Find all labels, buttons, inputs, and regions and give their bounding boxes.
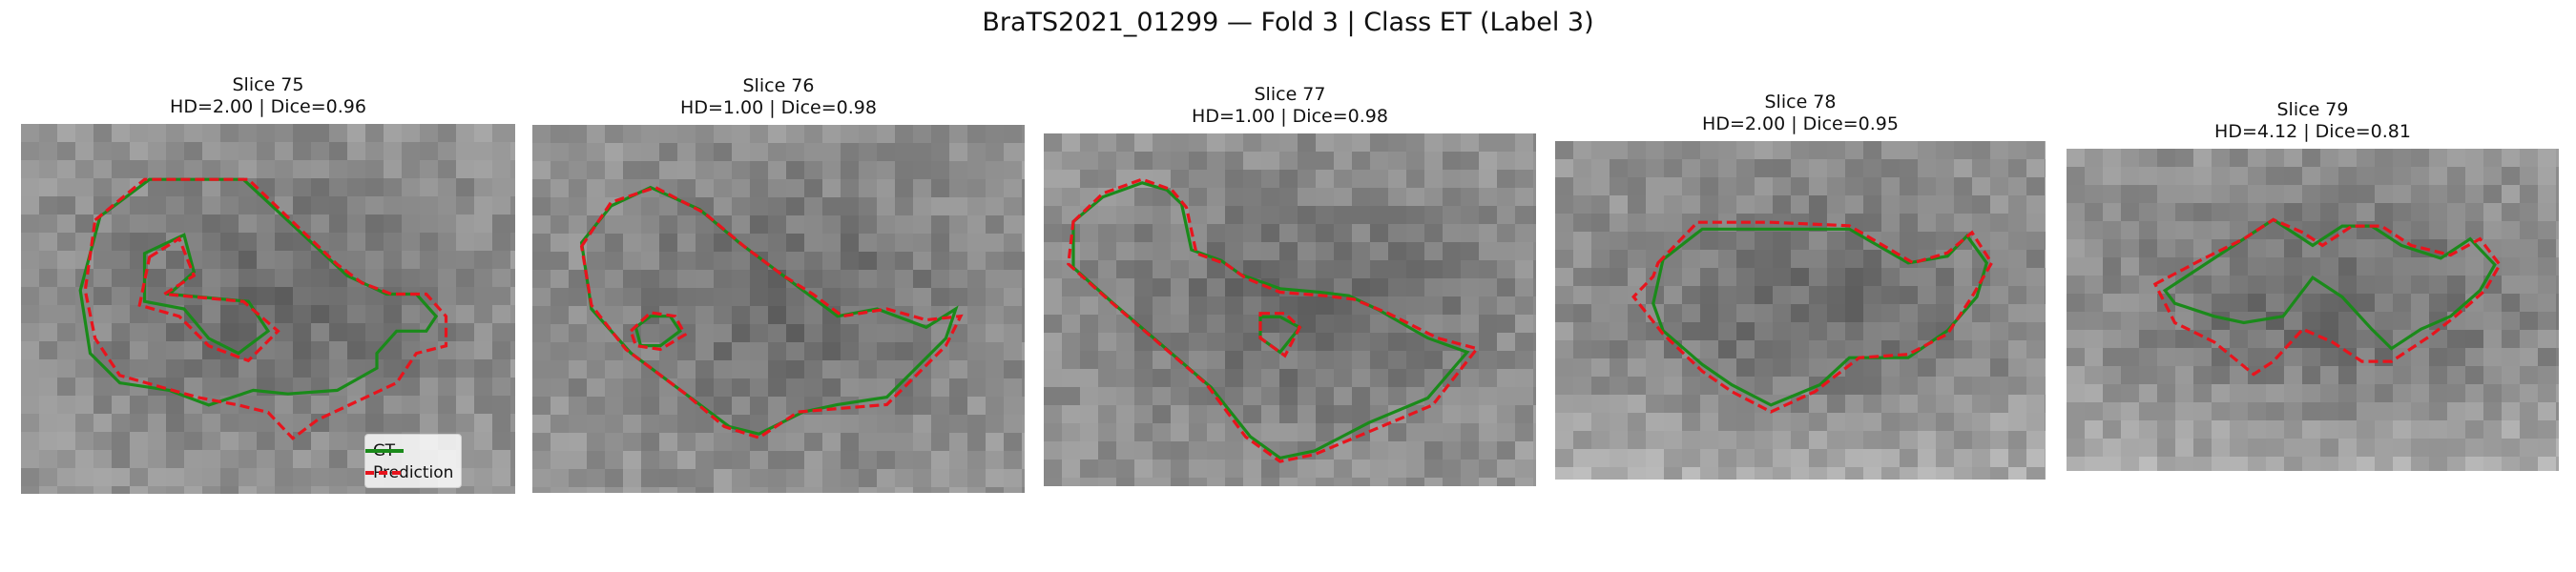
legend-item-prediction: Prediction <box>365 461 454 483</box>
mri-slice-image <box>21 124 515 494</box>
mri-slice-image <box>2067 149 2559 471</box>
panel-metrics: HD=4.12 | Dice=0.81 <box>2214 121 2411 142</box>
legend-label-prediction: Prediction <box>373 462 454 482</box>
prediction-contour <box>579 185 964 439</box>
gt-contour <box>2162 217 2497 351</box>
panel-title: Slice 79 <box>2276 99 2349 120</box>
panel-metrics: HD=2.00 | Dice=0.96 <box>170 96 366 117</box>
figure-title: BraTS2021_01299 — Fold 3 | Class ET (Lab… <box>982 8 1594 37</box>
mri-slice-image <box>532 125 1025 493</box>
slice-panel-76: Slice 76 HD=1.00 | Dice=0.98 <box>532 75 1025 493</box>
prediction-contour-inner <box>137 235 280 363</box>
gt-contour-inner <box>1258 315 1302 355</box>
prediction-contour <box>83 177 448 440</box>
panel-metrics: HD=1.00 | Dice=0.98 <box>1192 106 1388 127</box>
prediction-contour-inner <box>1258 312 1302 358</box>
slice-panel-79: Slice 79 HD=4.12 | Dice=0.81 <box>2067 99 2559 471</box>
gt-line-swatch <box>365 448 404 453</box>
panel-metrics: HD=1.00 | Dice=0.98 <box>680 97 877 118</box>
gt-contour-inner <box>142 233 271 356</box>
panel-title: Slice 75 <box>232 74 304 95</box>
slice-panel-77: Slice 77 HD=1.00 | Dice=0.98 <box>1044 84 1536 486</box>
prediction-contour <box>1067 177 1480 463</box>
prediction-contour-inner <box>629 311 688 352</box>
legend-item-gt: GT <box>365 439 453 461</box>
mri-slice-image <box>1044 133 1536 486</box>
legend: GT Prediction <box>364 434 463 488</box>
mri-slice-image <box>1555 141 2046 480</box>
slice-panel-78: Slice 78 HD=2.00 | Dice=0.95 <box>1555 92 2046 480</box>
prediction-line-swatch <box>365 470 404 475</box>
gt-contour <box>78 177 439 407</box>
panel-title: Slice 78 <box>1764 92 1837 112</box>
prediction-contour <box>2152 217 2503 377</box>
slice-panel-75: Slice 75 HD=2.00 | Dice=0.96 GT Predicti… <box>21 74 515 494</box>
panel-metrics: HD=2.00 | Dice=0.95 <box>1702 113 1899 134</box>
panel-title: Slice 76 <box>742 75 815 96</box>
panel-title: Slice 77 <box>1254 84 1326 105</box>
